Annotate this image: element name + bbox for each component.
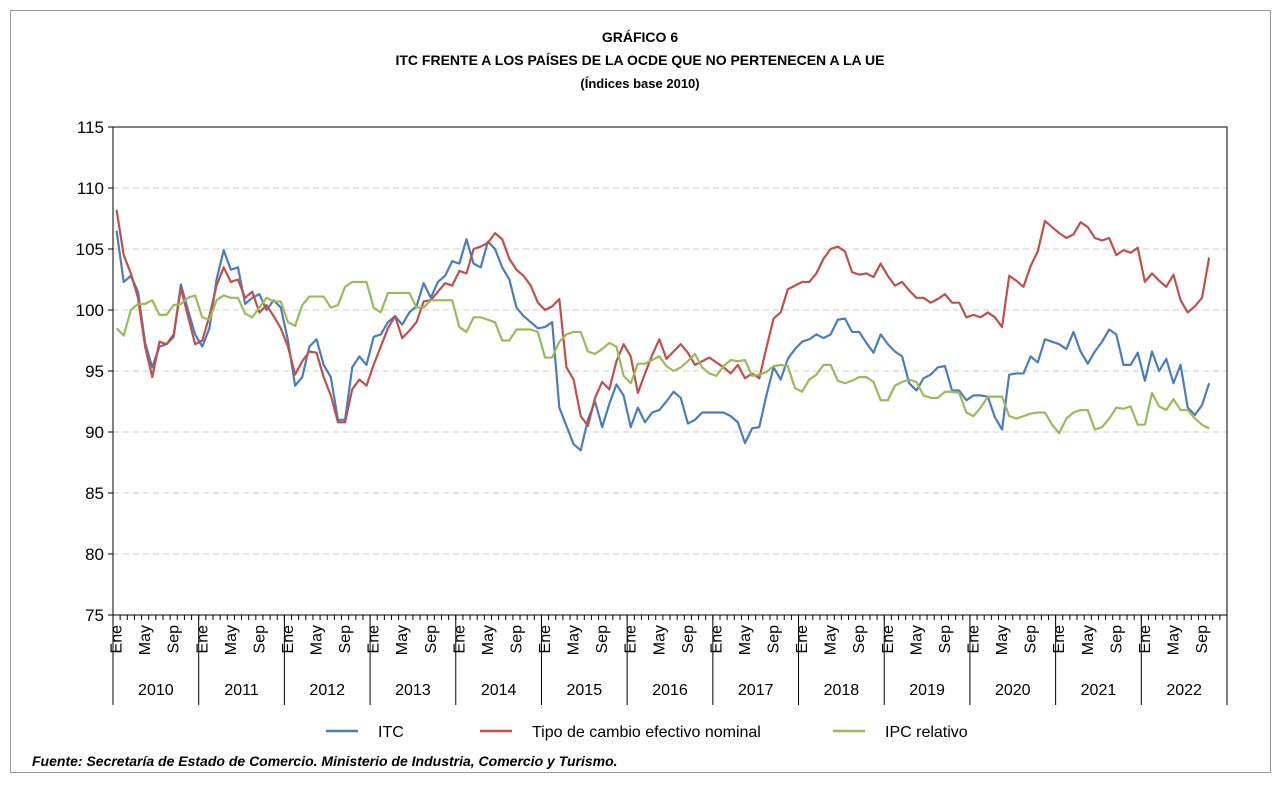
x-tick-label: May [1165, 625, 1182, 655]
year-label: 2011 [224, 682, 259, 699]
x-tick-label: Ene [880, 625, 897, 654]
x-tick-label: Sep [680, 625, 697, 654]
year-label: 2012 [309, 682, 345, 699]
x-tick-label: Sep [423, 625, 440, 654]
x-tick-label: May [737, 625, 754, 655]
y-tick-label: 115 [77, 118, 104, 137]
series-line [115, 280, 1210, 435]
x-tick-label: Ene [109, 625, 126, 654]
x-tick-label: Ene [623, 625, 640, 654]
y-tick-label: 100 [76, 301, 104, 320]
legend-label: ITC [378, 724, 404, 741]
x-tick-label: Ene [280, 625, 297, 654]
year-label: 2021 [1081, 682, 1117, 699]
x-tick-label: May [480, 625, 497, 655]
x-tick-label: Ene [1137, 625, 1154, 654]
chart-frame [10, 10, 1271, 773]
x-tick-label: Sep [166, 625, 183, 654]
series-line [115, 209, 1211, 427]
x-tick-label: Ene [1051, 625, 1068, 654]
x-tick-label: Sep [594, 625, 611, 654]
x-tick-label: Ene [794, 625, 811, 654]
legend-label: IPC relativo [885, 724, 968, 741]
x-tick-label: Sep [1108, 625, 1125, 654]
y-tick-label: 90 [85, 423, 104, 442]
year-label: 2020 [995, 682, 1031, 699]
chart-subtitle: (Índices base 2010) [580, 76, 699, 91]
source-note: Fuente: Secretaría de Estado de Comercio… [32, 753, 618, 769]
x-tick-label: Sep [337, 625, 354, 654]
year-label: 2019 [909, 682, 945, 699]
legend-label: Tipo de cambio efectivo nominal [532, 724, 761, 741]
x-tick-label: May [994, 625, 1011, 655]
x-tick-label: May [651, 625, 668, 655]
year-label: 2016 [652, 682, 688, 699]
x-tick-label: May [908, 625, 925, 655]
y-tick-label: 85 [85, 484, 104, 503]
x-tick-label: Sep [766, 625, 783, 654]
y-tick-label: 95 [85, 362, 104, 381]
year-label: 2015 [567, 682, 603, 699]
x-tick-label: May [223, 625, 240, 655]
x-tick-label: May [309, 625, 326, 655]
year-label: 2022 [1166, 682, 1202, 699]
year-label: 2013 [395, 682, 431, 699]
chart-subtitle: ITC FRENTE A LOS PAÍSES DE LA OCDE QUE N… [395, 52, 884, 68]
chart-title: GRÁFICO 6 [602, 29, 678, 45]
year-label: 2018 [824, 682, 860, 699]
y-tick-label: 75 [85, 606, 104, 625]
year-label: 2010 [138, 682, 174, 699]
y-tick-label: 80 [85, 545, 104, 564]
x-tick-label: May [1080, 625, 1097, 655]
y-tick-label: 105 [76, 240, 104, 259]
x-tick-label: Sep [1194, 625, 1211, 654]
x-tick-label: May [137, 625, 154, 655]
x-tick-label: May [394, 625, 411, 655]
x-tick-label: Ene [537, 625, 554, 654]
year-label: 2014 [481, 682, 517, 699]
x-tick-label: Ene [965, 625, 982, 654]
y-tick-label: 110 [77, 179, 104, 198]
x-tick-label: Sep [251, 625, 268, 654]
x-tick-label: May [823, 625, 840, 655]
x-tick-label: May [566, 625, 583, 655]
x-tick-label: Sep [937, 625, 954, 654]
year-label: 2017 [738, 682, 774, 699]
x-tick-label: Ene [366, 625, 383, 654]
x-tick-label: Sep [851, 625, 868, 654]
x-tick-label: Ene [451, 625, 468, 654]
x-tick-label: Ene [194, 625, 211, 654]
x-tick-label: Ene [708, 625, 725, 654]
x-tick-label: Sep [508, 625, 525, 654]
x-tick-label: Sep [1023, 625, 1040, 654]
series-line [115, 230, 1211, 452]
